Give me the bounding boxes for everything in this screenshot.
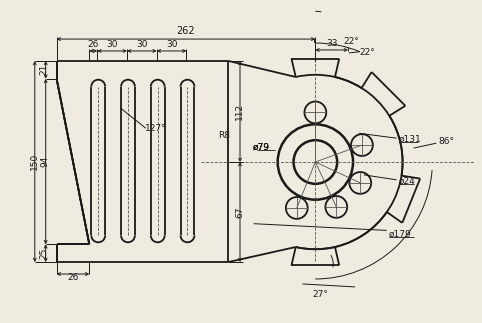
Text: 33: 33 <box>326 39 337 48</box>
Text: 127°: 127° <box>145 124 167 133</box>
Text: 25: 25 <box>40 247 49 259</box>
Text: ø79: ø79 <box>253 143 270 151</box>
Text: 26: 26 <box>67 273 79 282</box>
Text: 21: 21 <box>40 64 49 76</box>
Text: ø24: ø24 <box>399 176 415 185</box>
Text: ø179: ø179 <box>388 230 412 239</box>
Text: 67: 67 <box>235 206 244 218</box>
Text: 22°: 22° <box>343 36 359 46</box>
Text: 86°: 86° <box>438 137 455 146</box>
Text: 26: 26 <box>88 40 99 49</box>
Text: 30: 30 <box>107 40 118 49</box>
Text: 262: 262 <box>177 26 195 36</box>
Text: R8: R8 <box>218 131 230 140</box>
Text: ø79: ø79 <box>253 143 270 151</box>
Text: 30: 30 <box>136 40 147 49</box>
Text: 22°: 22° <box>359 48 375 57</box>
Text: ø131: ø131 <box>399 135 421 144</box>
Text: 150: 150 <box>30 153 39 170</box>
Text: 112: 112 <box>235 103 244 120</box>
Text: 30: 30 <box>166 40 177 49</box>
Text: ø79: ø79 <box>253 143 270 151</box>
Text: 94: 94 <box>40 156 50 167</box>
Text: 27°: 27° <box>312 290 328 299</box>
